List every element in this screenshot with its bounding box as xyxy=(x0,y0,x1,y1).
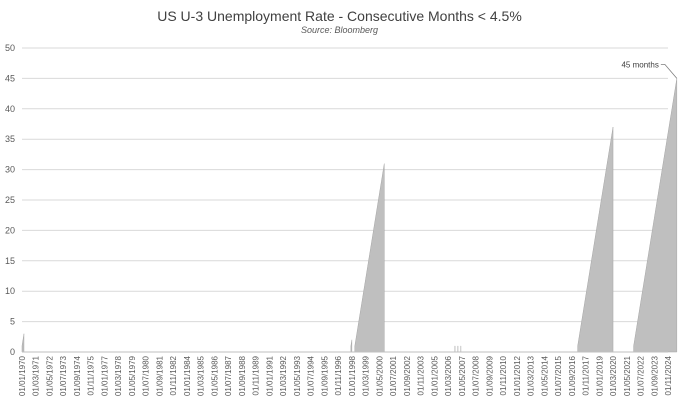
y-tick-label: 10 xyxy=(5,286,15,296)
x-tick-label: 01/05/1972 xyxy=(45,355,54,396)
x-tick-label: 01/07/2001 xyxy=(389,355,398,396)
x-tick-label: 01/01/1998 xyxy=(348,355,357,396)
x-tick-label: 01/03/1999 xyxy=(362,355,371,396)
x-tick-label: 01/07/2008 xyxy=(472,355,481,396)
y-tick-label: 15 xyxy=(5,256,15,266)
x-tick-label: 01/09/1981 xyxy=(155,355,164,396)
x-tick-label: 01/07/1980 xyxy=(142,355,151,396)
x-tick-label: 01/07/1994 xyxy=(307,355,316,396)
y-tick-label: 0 xyxy=(10,347,15,357)
x-tick-label: 01/07/2022 xyxy=(637,355,646,396)
area-series xyxy=(354,163,385,353)
x-tick-label: 01/01/2005 xyxy=(430,355,439,396)
x-tick-label: 01/01/1970 xyxy=(18,355,27,396)
x-tick-label: 01/05/2000 xyxy=(375,355,384,396)
y-tick-label: 20 xyxy=(5,225,15,235)
area-series xyxy=(577,127,614,353)
x-tick-label: 01/03/1985 xyxy=(197,355,206,396)
x-tick-label: 01/09/2023 xyxy=(650,355,659,396)
x-tick-label: 01/03/2006 xyxy=(444,355,453,396)
area-series xyxy=(633,78,678,353)
x-tick-label: 01/05/1993 xyxy=(293,355,302,396)
x-tick-label: 01/05/1986 xyxy=(210,355,219,396)
y-tick-label: 35 xyxy=(5,134,15,144)
y-tick-label: 5 xyxy=(10,317,15,327)
area-series xyxy=(21,333,25,353)
x-tick-label: 01/11/2024 xyxy=(664,355,673,395)
x-tick-label: 01/05/2007 xyxy=(458,355,467,396)
x-tick-label: 01/05/2021 xyxy=(623,355,632,396)
x-tick-label: 01/11/1982 xyxy=(169,355,178,395)
x-tick-label: 01/01/1977 xyxy=(100,355,109,396)
x-tick-label: 01/09/1974 xyxy=(73,355,82,396)
x-tick-label: 01/11/1989 xyxy=(252,355,261,395)
x-tick-label: 01/01/2012 xyxy=(513,355,522,396)
annotation-leader xyxy=(660,64,678,79)
x-tick-label: 01/11/2017 xyxy=(582,355,591,395)
x-tick-label: 01/11/2003 xyxy=(417,355,426,395)
y-tick-label: 25 xyxy=(5,195,15,205)
x-tick-label: 01/01/1991 xyxy=(265,355,274,396)
x-tick-label: 01/09/2009 xyxy=(485,355,494,396)
x-tick-label: 01/03/2013 xyxy=(527,355,536,396)
x-tick-label: 01/09/1995 xyxy=(320,355,329,396)
chart-subtitle: Source: Bloomberg xyxy=(300,25,379,35)
x-tick-label: 01/05/2014 xyxy=(540,355,549,396)
x-tick-label: 01/11/1975 xyxy=(87,355,96,395)
x-tick-label: 01/03/1971 xyxy=(32,355,41,396)
annotation-label: 45 months xyxy=(621,60,658,69)
x-tick-label: 01/09/2016 xyxy=(568,355,577,396)
x-tick-label: 01/07/1973 xyxy=(59,355,68,396)
x-tick-label: 01/05/1979 xyxy=(128,355,137,396)
x-tick-label: 01/03/2020 xyxy=(609,355,618,396)
x-tick-label: 01/07/1987 xyxy=(224,355,233,396)
y-tick-label: 40 xyxy=(5,104,15,114)
x-tick-label: 01/11/2010 xyxy=(499,355,508,395)
x-tick-label: 01/11/1996 xyxy=(334,355,343,395)
y-tick-label: 50 xyxy=(5,43,15,53)
area-series xyxy=(350,339,353,353)
x-tick-label: 01/07/2015 xyxy=(554,355,563,396)
x-tick-label: 01/03/1992 xyxy=(279,355,288,396)
y-tick-label: 30 xyxy=(5,165,15,175)
chart-title: US U-3 Unemployment Rate - Consecutive M… xyxy=(157,8,522,24)
x-tick-label: 01/01/2019 xyxy=(595,355,604,396)
x-tick-label: 01/03/1978 xyxy=(114,355,123,396)
x-tick-label: 01/01/1984 xyxy=(183,355,192,396)
y-tick-label: 45 xyxy=(5,73,15,83)
x-tick-label: 01/09/1988 xyxy=(238,355,247,396)
x-tick-label: 01/09/2002 xyxy=(403,355,412,396)
